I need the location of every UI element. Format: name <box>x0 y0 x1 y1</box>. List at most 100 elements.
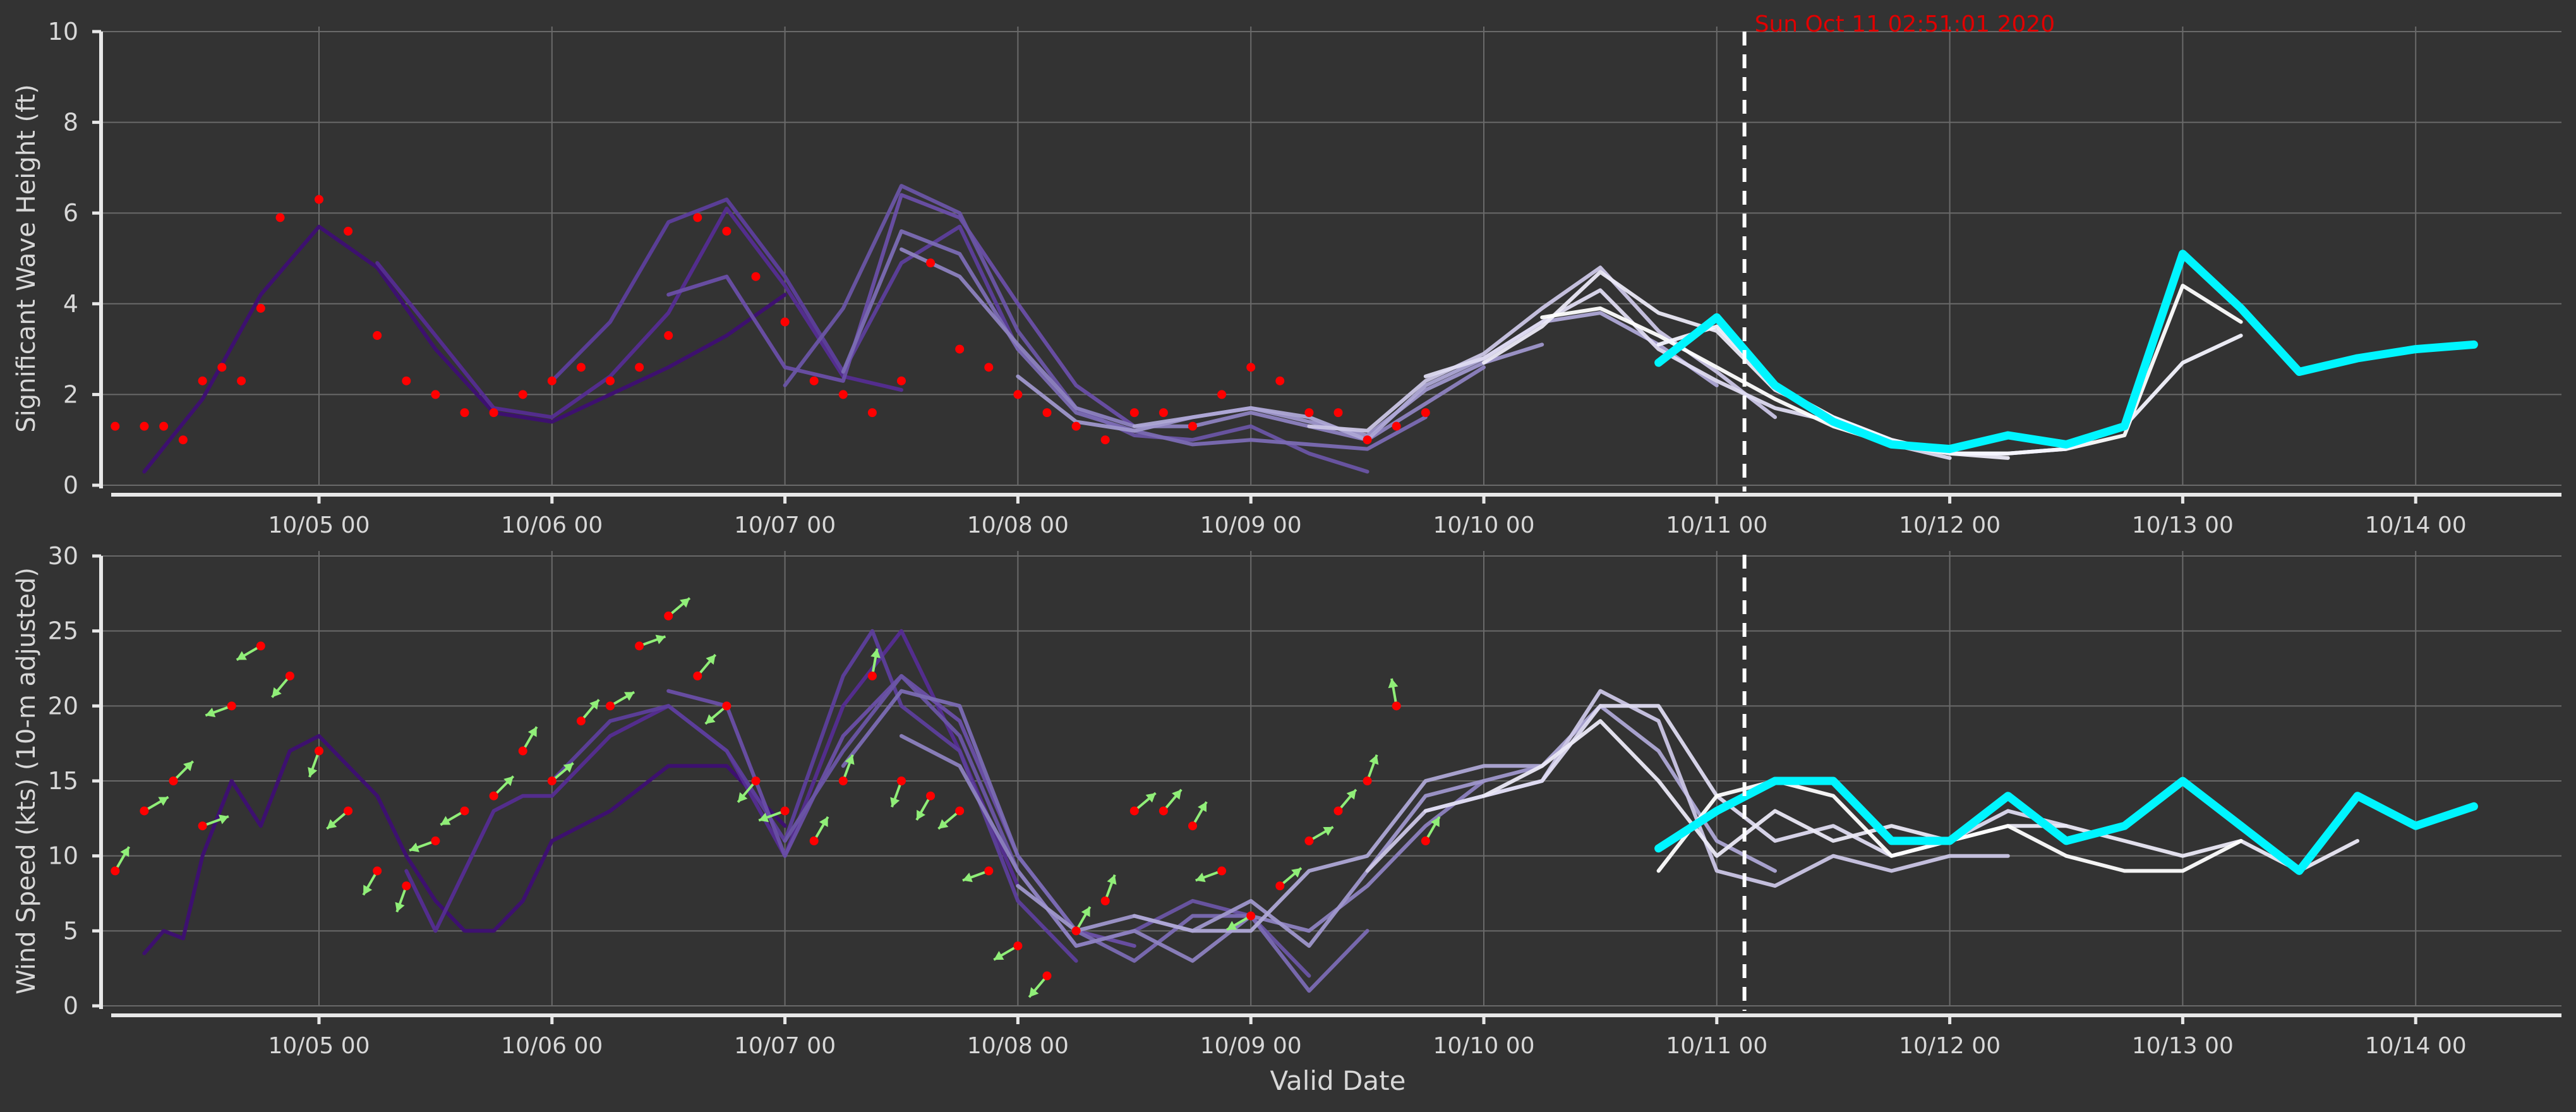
wave-observation-point <box>518 390 527 399</box>
wave-observation-point <box>1246 363 1256 372</box>
wind-direction-arrowhead <box>1198 802 1207 813</box>
wave-observation-point <box>576 363 586 372</box>
wave-observation-point <box>838 390 848 399</box>
wind-x-tick-label: 10/06 00 <box>501 1033 603 1059</box>
wind-direction-arrowhead <box>395 902 405 912</box>
wave-observation-point <box>984 363 994 372</box>
wave-observation-point <box>1275 376 1285 385</box>
wave-observation-point <box>111 421 120 431</box>
wave-observation-point <box>1129 408 1139 418</box>
wave-model-forecast-line <box>142 224 787 474</box>
wind-model-forecast-line <box>900 734 1486 963</box>
wave-x-tick-label: 10/07 00 <box>734 512 836 538</box>
wind-observation-point <box>635 641 644 651</box>
wind-direction-arrowhead <box>219 814 229 825</box>
wind-x-tick-label: 10/07 00 <box>734 1033 836 1059</box>
wind-direction-arrowhead <box>1081 907 1090 917</box>
wind-direction-arrowhead <box>503 776 514 787</box>
wind-observation-point <box>722 701 731 711</box>
wind-observation-point <box>198 821 207 831</box>
wind-direction-arrowhead <box>1145 793 1156 803</box>
wind-y-tick-label: 15 <box>48 767 78 795</box>
wave-y-tick-label: 4 <box>63 290 78 318</box>
wave-observation-point <box>809 376 819 385</box>
wave-observation-point <box>867 408 877 418</box>
x-axis-label: Valid Date <box>1270 1065 1406 1096</box>
wind-observation-point <box>140 806 149 816</box>
wave-x-tick-label: 10/05 00 <box>268 512 370 538</box>
wave-x-tick-label: 10/13 00 <box>2132 512 2234 538</box>
wave-observation-point <box>606 376 615 385</box>
wind-observation-point <box>1246 911 1256 921</box>
wind-observation-point <box>1188 821 1197 831</box>
wave-observation-point <box>1159 408 1168 418</box>
wind-observation-point <box>169 777 178 785</box>
wind-observation-point <box>576 716 586 726</box>
wave-observation-point <box>926 258 936 268</box>
wind-observation-point <box>809 836 819 845</box>
wind-observation-point <box>111 866 120 876</box>
wave-y-tick-label: 8 <box>63 109 78 136</box>
wind-direction-arrowhead <box>1430 816 1440 827</box>
wind-y-tick-label: 25 <box>48 617 78 645</box>
wave-observation-point <box>489 408 498 418</box>
wind-x-tick-label: 10/11 00 <box>1666 1033 1767 1059</box>
wind-model-forecast-line <box>142 734 787 955</box>
wind-observation-point <box>344 806 353 816</box>
wind-x-tick-label: 10/14 00 <box>2365 1033 2467 1059</box>
wave-observation-point <box>1217 390 1227 399</box>
wind-y-tick-label: 20 <box>48 692 78 720</box>
wind-observation-point <box>431 836 440 845</box>
wave-observation-point <box>1188 421 1197 431</box>
wind-direction-arrowhead <box>738 792 748 802</box>
wind-observation-point <box>285 671 294 680</box>
current-time-label: Sun Oct 11 02:51:01 2020 <box>1755 11 2055 37</box>
wave-model-forecast-line <box>1016 342 1544 437</box>
wind-observation-point <box>751 777 761 785</box>
wind-observation-point <box>1421 836 1430 845</box>
wave-observation-point <box>460 408 469 418</box>
wind-direction-arrowhead <box>1323 826 1333 836</box>
wave-observation-point <box>722 226 731 236</box>
wave-observation-point <box>751 272 761 281</box>
wind-direction-arrowhead <box>890 797 900 807</box>
wave-y-tick-label: 0 <box>63 471 78 499</box>
wind-model-forecast-line <box>1482 719 2359 873</box>
wave-observation-point <box>1013 390 1023 399</box>
wave-observation-point <box>159 421 169 431</box>
wind-direction-arrowhead <box>680 598 690 608</box>
wind-direction-arrowhead <box>994 951 1004 960</box>
wind-direction-arrowhead <box>563 763 574 773</box>
wind-observation-point <box>1304 836 1314 845</box>
wave-model-forecast-line <box>550 197 1020 383</box>
wind-observation-point <box>373 866 382 876</box>
wind-observation-point <box>1363 777 1372 785</box>
wind-direction-arrowhead <box>236 651 247 660</box>
wind-direction-arrowhead <box>440 816 451 825</box>
wind-direction-arrowhead <box>272 687 282 698</box>
wind-direction-arrowhead <box>1195 873 1206 883</box>
wind-direction-arrowhead <box>205 708 216 718</box>
wind-direction-arrowhead <box>183 761 193 771</box>
wave-observation-point <box>1071 421 1081 431</box>
wind-y-tick-label: 10 <box>48 842 78 870</box>
wave-observation-point <box>897 376 906 385</box>
wave-y-tick-label: 2 <box>63 380 78 408</box>
wave-observation-point <box>1392 421 1401 431</box>
wave-observation-point <box>664 331 673 341</box>
wind-observation-point <box>1275 881 1285 891</box>
wind-direction-arrowhead <box>623 692 635 701</box>
wind-direction-arrowhead <box>706 655 716 665</box>
wave-x-tick-label: 10/08 00 <box>967 512 1069 538</box>
wind-observation-point <box>955 806 965 816</box>
wind-model-forecast-line <box>1016 764 1544 948</box>
wind-observation-point <box>315 746 323 756</box>
wave-x-tick-label: 10/14 00 <box>2365 512 2467 538</box>
wind-observation-point <box>1100 896 1110 905</box>
wind-speed-panel: 0 5 10 15 20 25 30 10/05 00 10/06 00 10/07 00 10/0… <box>12 542 2561 1059</box>
wave-model-forecast-line <box>666 193 1136 428</box>
wind-direction-arrowhead <box>917 809 926 820</box>
wind-observation-point <box>518 746 527 756</box>
wind-direction-arrowhead <box>409 842 419 852</box>
